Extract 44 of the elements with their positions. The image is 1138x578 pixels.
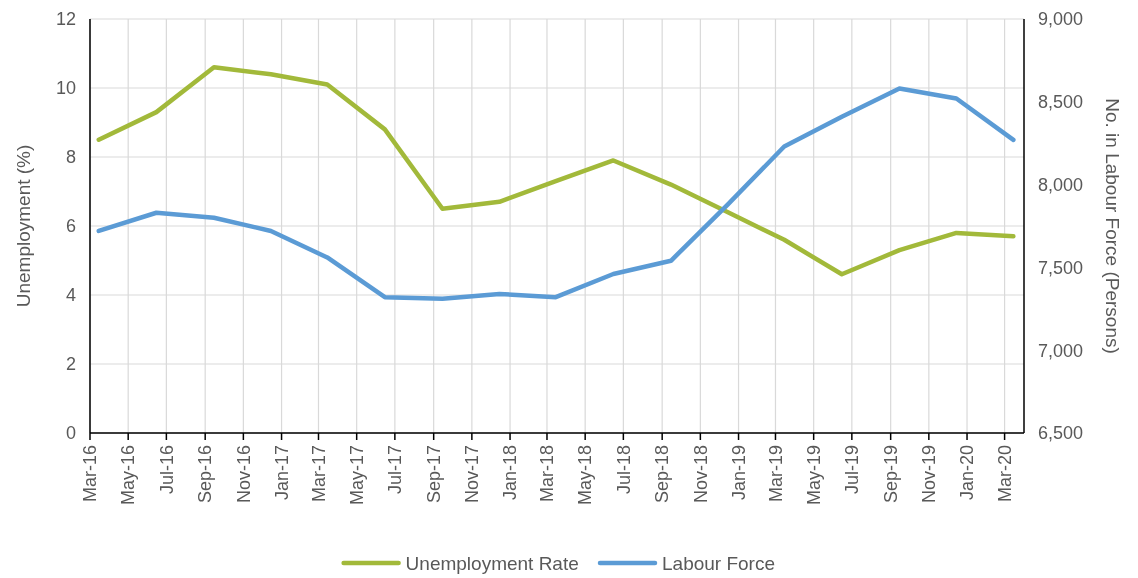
line-series: [96, 86, 1016, 302]
x-tick-label: Nov-18: [690, 445, 711, 504]
x-tick-label: Sep-17: [423, 445, 444, 504]
x-tick-label: Mar-18: [537, 445, 558, 503]
x-tick-label: Jan-20: [957, 445, 978, 501]
y2-tick-label: 8,500: [1038, 92, 1084, 113]
y2-tick-label: 9,000: [1038, 9, 1084, 30]
x-tick-label: May-19: [803, 445, 824, 506]
x-tick-label: Sep-18: [652, 445, 673, 504]
x-tick-label: Nov-16: [233, 445, 254, 504]
legend-label: Unemployment Rate: [405, 552, 579, 574]
legend-label: Labour Force: [662, 552, 776, 574]
x-tick-label: May-16: [118, 445, 139, 506]
x-tick-label: Jul-18: [613, 445, 634, 495]
y-axis-title: Unemployment (%): [13, 144, 34, 308]
x-tick-label: Mar-17: [308, 445, 329, 503]
y-tick-label: 6: [65, 216, 76, 237]
x-tick-label: Jan-19: [728, 445, 749, 501]
y-tick-label: 8: [65, 147, 76, 168]
x-tick-label: Jul-16: [156, 445, 177, 495]
y2-tick-label: 8,000: [1038, 174, 1084, 195]
x-tick-label: Nov-17: [462, 445, 483, 504]
y2-tick-label: 7,000: [1038, 340, 1084, 361]
y2-axis-title: No. in Labour Force (Persons): [1102, 98, 1123, 354]
y2-tick-label: 6,500: [1038, 423, 1084, 444]
x-tick-label: Sep-16: [195, 445, 216, 504]
x-tick-label: May-17: [346, 445, 367, 506]
x-tick-label: Sep-19: [880, 445, 901, 504]
x-tick-label: Jan-17: [271, 445, 292, 501]
x-tick-label: May-18: [575, 445, 596, 506]
x-tick-label: Mar-16: [80, 445, 101, 503]
x-tick-label: Jan-18: [500, 445, 521, 501]
y-tick-label: 2: [65, 354, 76, 375]
y-tick-label: 12: [55, 9, 76, 30]
line-series: [96, 65, 1016, 277]
y2-tick-label: 7,500: [1038, 257, 1084, 278]
x-tick-label: Mar-20: [994, 445, 1015, 503]
y-tick-label: 0: [65, 423, 76, 444]
x-tick-label: Jul-17: [385, 445, 406, 495]
y-tick-label: 10: [55, 78, 76, 99]
x-tick-label: Jul-19: [842, 445, 863, 495]
y-tick-label: 4: [65, 285, 76, 306]
x-tick-label: Mar-19: [765, 445, 786, 503]
x-tick-label: Nov-19: [919, 445, 940, 504]
